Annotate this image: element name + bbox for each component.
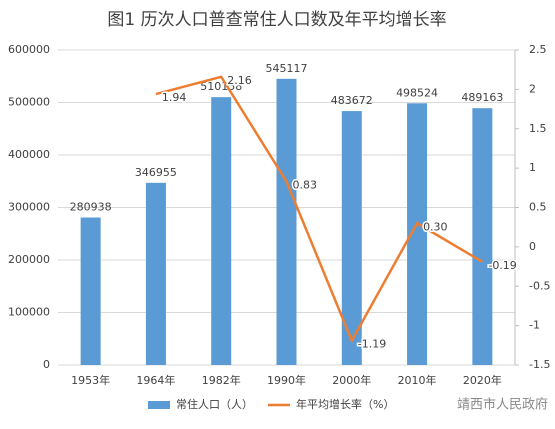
x-tick-label: 1964年 bbox=[136, 373, 175, 387]
line-value-label: 2.16 bbox=[227, 74, 252, 87]
y2-tick-label: -1.5 bbox=[529, 358, 550, 371]
x-tick-label: 1953年 bbox=[71, 373, 110, 387]
line-value-label: 1.94 bbox=[162, 91, 187, 104]
bar bbox=[276, 78, 297, 366]
watermark: 靖西市人民政府 bbox=[457, 397, 548, 413]
y-tick-label: 200000 bbox=[8, 253, 50, 266]
line-value-label: -0.19 bbox=[488, 259, 516, 272]
y-tick-label: 0 bbox=[43, 358, 50, 371]
bar-value-label: 483672 bbox=[331, 94, 373, 107]
y-tick-label: 300000 bbox=[8, 201, 50, 214]
bar-value-label: 510158 bbox=[200, 80, 242, 93]
y2-tick-label: 1 bbox=[529, 161, 536, 174]
y2-tick-label: -0.5 bbox=[529, 279, 550, 292]
bar-value-label: 498524 bbox=[396, 86, 438, 99]
y-tick-label: 600000 bbox=[8, 43, 50, 56]
line bbox=[155, 75, 483, 344]
x-tick-label: 1990年 bbox=[267, 373, 306, 387]
y-tick-label: 100000 bbox=[8, 306, 50, 319]
bar bbox=[472, 108, 493, 365]
bar bbox=[145, 182, 166, 365]
bar bbox=[211, 97, 232, 365]
y2-tick-label: 1.5 bbox=[529, 122, 547, 135]
y2-tick-label: 2 bbox=[529, 82, 536, 95]
y-tick-label: 400000 bbox=[8, 148, 50, 161]
bar-value-label: 489163 bbox=[461, 91, 503, 104]
y2-tick-label: 2.5 bbox=[529, 43, 547, 56]
legend-label: 年平均增长率（%） bbox=[296, 397, 394, 411]
legend-label: 常住人口（人） bbox=[176, 397, 253, 411]
line-value-label: 0.83 bbox=[293, 179, 318, 192]
line-value-label: -1.19 bbox=[358, 338, 386, 351]
chart-title: 图1 历次人口普查常住人口数及年平均增长率 bbox=[107, 10, 446, 30]
x-tick-label: 1982年 bbox=[202, 373, 241, 387]
bar bbox=[80, 217, 101, 365]
x-tick-label: 2020年 bbox=[463, 373, 502, 387]
bar-value-label: 346955 bbox=[135, 166, 177, 179]
y2-tick-label: -1 bbox=[529, 319, 540, 332]
line-value-label: 0.30 bbox=[423, 220, 448, 233]
bar bbox=[341, 111, 362, 365]
bar-value-label: 545117 bbox=[266, 62, 308, 75]
x-tick-label: 2000年 bbox=[332, 373, 371, 387]
x-tick-label: 2010年 bbox=[398, 373, 437, 387]
y-tick-label: 500000 bbox=[8, 96, 50, 109]
y2-tick-label: 0 bbox=[529, 240, 536, 253]
legend-swatch bbox=[148, 401, 170, 409]
bar-value-label: 280938 bbox=[70, 201, 112, 214]
y2-tick-label: 0.5 bbox=[529, 201, 547, 214]
bar bbox=[407, 103, 428, 365]
